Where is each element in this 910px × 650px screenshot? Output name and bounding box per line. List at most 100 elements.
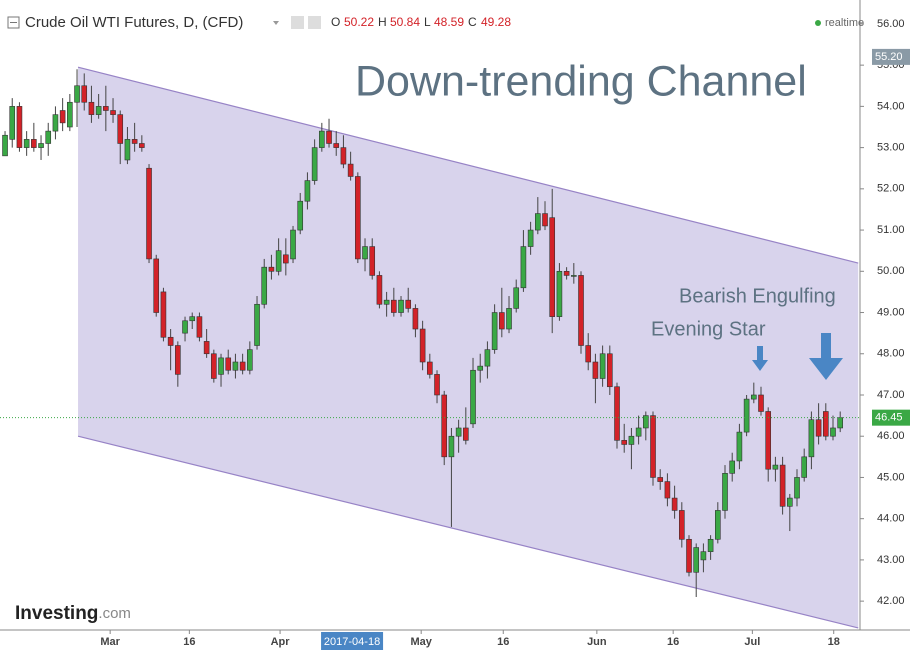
candle-body [139,143,145,148]
candle-body [441,394,448,458]
candle-body [499,312,505,330]
candle-body [261,266,268,305]
candle-body [607,353,613,388]
candle-body [513,287,520,309]
candle-body [463,427,469,441]
candle-body [16,106,23,148]
dropdown-icon[interactable] [273,21,279,25]
candle-body [585,345,592,363]
candle-body [628,435,635,445]
channel-lower [77,435,859,629]
settings-icon[interactable] [291,16,304,29]
ohlc-label: C [468,15,477,29]
candle-body [405,299,412,309]
candle-body [326,130,332,144]
candle-body [787,497,793,507]
candle-body [103,106,109,111]
x-tick-label: May [410,636,432,648]
channel-upper [77,66,859,264]
candle-body [81,85,88,103]
high-marker-label: 55.20 [875,51,903,63]
y-tick-label: 54.00 [877,100,905,112]
y-tick-label: 51.00 [877,224,905,236]
x-tick-label: 16 [183,636,195,648]
candle-body [707,538,714,552]
last-price-box [872,409,910,426]
candle-body [160,291,167,338]
y-tick-label: 42.00 [877,595,905,607]
candle-body [679,510,685,540]
candle-body [484,349,491,367]
candle-body [715,510,721,540]
candle-body [700,551,707,561]
candle-body [751,394,757,400]
candle-body [95,106,102,115]
channel-fill [78,67,859,628]
candle-body [218,357,224,375]
x-tick-label: 18 [828,636,840,648]
candle-body [203,341,210,355]
ohlc-label: H [378,15,387,29]
candle-body [779,464,786,507]
candle-body [527,229,534,247]
candle-body [232,361,239,371]
candle-body [506,308,512,330]
candle-body [823,411,829,437]
cursor-label-box [321,632,384,650]
status-dot [815,20,821,26]
candle-body [254,303,260,346]
candle-body [592,361,599,379]
chart-title: Crude Oil WTI Futures, D, (CFD) [25,14,243,31]
y-tick-label: 45.00 [877,471,905,483]
channel-annotation: Down-trending Channel [355,57,807,105]
candle-body [38,143,44,148]
candle-body [729,460,736,474]
y-tick-label: 52.00 [877,183,905,195]
candle-body [52,114,59,132]
candle-body [571,275,577,277]
y-tick-label: 50.00 [877,265,905,277]
candle-body [736,431,743,462]
arrow-large [809,333,843,380]
candle-body [563,270,570,276]
candle-body [283,254,289,264]
y-tick-label: 48.00 [877,348,905,360]
candle-body [830,427,836,437]
candle-body [470,369,476,425]
candle-body [722,473,728,511]
candle-body [311,147,318,181]
candle-body [369,246,376,276]
candle-body [268,266,275,272]
candle-body [362,246,368,260]
logo-name: Investing [15,603,98,624]
candle-body [520,246,527,289]
candle-body [614,386,620,441]
candle-body [398,299,404,313]
candle-body [412,308,419,330]
candle-body [376,275,383,305]
candle-body [448,435,455,458]
candle-body [131,139,138,144]
gear-icon[interactable] [308,16,321,29]
arrow-small [752,346,768,371]
logo: Investing.com [15,603,131,624]
candle-body [182,320,188,334]
candle-body [664,481,671,499]
ohlc-label: O [331,15,340,29]
x-tick-label: 16 [497,636,509,648]
engulfing-annotation: Bearish Engulfing [679,285,836,307]
y-tick-label: 44.00 [877,513,905,525]
candle-body [110,110,116,115]
candle-body [477,365,484,371]
logo-suffix: .com [98,605,131,622]
candle-body [355,176,361,260]
candle-body [794,477,800,499]
candle-body [347,163,354,177]
candle-body [2,134,8,157]
candle-body [427,361,433,375]
candle-body [535,213,541,231]
candle-body [175,345,181,375]
candle-body [297,200,304,231]
candle-body [319,130,325,148]
